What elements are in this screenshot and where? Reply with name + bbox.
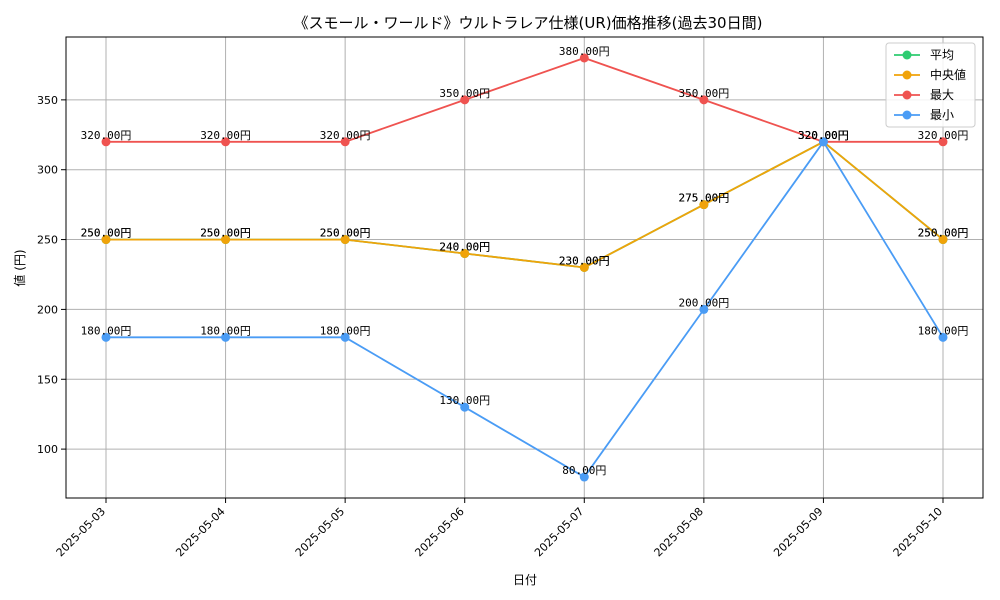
legend-entry: 中央値	[930, 67, 966, 82]
plot-frame	[65, 36, 984, 499]
series-point	[938, 137, 948, 147]
data-label: 180.00円	[320, 324, 371, 337]
data-label: 320.00円	[798, 129, 849, 142]
data-label: 180.00円	[81, 324, 132, 337]
series-point	[340, 137, 350, 147]
data-label: 200.00円	[678, 296, 729, 309]
data-label: 250.00円	[918, 227, 969, 240]
data-label: 180.00円	[200, 324, 251, 337]
x-tick-label: 2025-05-08	[652, 505, 706, 559]
series-point	[938, 332, 948, 342]
series-point	[221, 332, 231, 342]
legend-swatch-marker	[902, 50, 912, 60]
series-point	[221, 137, 231, 147]
y-tick-label: 300	[37, 164, 58, 177]
series-point	[699, 200, 709, 210]
axis-ticks: 2025-05-03 2025-05-04 2025-05-05 2025-05-06…	[37, 94, 945, 559]
series-point	[101, 332, 111, 342]
x-axis-label: 日付	[513, 573, 537, 587]
data-label: 320.00円	[798, 129, 849, 142]
grid	[66, 37, 983, 498]
legend-swatch-marker	[902, 110, 912, 120]
series-平均	[101, 137, 948, 272]
x-tick-label: 2025-05-07	[532, 505, 586, 559]
x-tick-label: 2025-05-09	[771, 505, 825, 559]
legend-swatch-marker	[902, 70, 912, 80]
series-point	[579, 472, 589, 482]
x-tick-label: 2025-05-03	[54, 505, 108, 559]
data-label: 320.00円	[798, 129, 849, 142]
x-tick-label: 2025-05-05	[293, 505, 347, 559]
data-label: 240.00円	[439, 241, 490, 254]
legend-box	[885, 42, 976, 128]
series-point	[699, 95, 709, 105]
series-point	[699, 304, 709, 314]
series-line	[106, 140, 944, 479]
series-line	[106, 140, 944, 269]
legend-entry: 最大	[930, 88, 954, 102]
series-point	[460, 249, 470, 259]
data-label: 320.00円	[81, 129, 132, 142]
y-axis-label: 値 (円)	[12, 249, 27, 286]
x-tick-label: 2025-05-06	[412, 505, 466, 559]
data-label: 320.00円	[200, 129, 251, 142]
legend-entry: 平均	[930, 48, 954, 62]
data-label: 180.00円	[918, 324, 969, 337]
data-label: 230.00円	[559, 255, 610, 268]
data-label: 320.00円	[918, 129, 969, 142]
y-tick-label: 350	[37, 94, 58, 107]
data-label: 230.00円	[559, 255, 610, 268]
series-line	[106, 57, 943, 143]
legend-entry: 最小	[930, 108, 954, 122]
data-label: 80.00円	[562, 464, 606, 477]
series-最小	[101, 137, 948, 482]
x-tick-label: 2025-05-04	[173, 505, 227, 559]
data-label: 250.00円	[918, 227, 969, 240]
series-point	[221, 235, 231, 245]
data-label: 250.00円	[200, 227, 251, 240]
series-point	[460, 402, 470, 412]
series-point	[579, 263, 589, 272]
y-tick-label: 100	[37, 443, 58, 456]
data-label: 250.00円	[200, 227, 251, 240]
data-label: 275.00円	[678, 192, 729, 205]
series-line	[106, 140, 944, 269]
chart-title: 《スモール・ワールド》ウルトラレア仕様(UR)価格推移(過去30日間)	[294, 14, 763, 32]
data-label: 320.00円	[320, 129, 371, 142]
series-point	[340, 332, 350, 342]
y-tick-label: 150	[37, 373, 58, 386]
data-label: 250.00円	[81, 227, 132, 240]
series-最大	[101, 53, 948, 147]
series-point	[101, 137, 111, 147]
data-label: 320.00円	[798, 129, 849, 142]
data-label: 350.00円	[678, 87, 729, 100]
y-tick-label: 200	[37, 303, 58, 316]
x-tick-label: 2025-05-10	[891, 505, 945, 559]
data-label: 350.00円	[439, 87, 490, 100]
series-中央値	[101, 137, 948, 272]
data-label: 250.00円	[81, 227, 132, 240]
series-point	[938, 235, 948, 245]
data-label: 250.00円	[320, 227, 371, 240]
data-label: 240.00円	[439, 241, 490, 254]
series-point	[340, 235, 350, 245]
data-label: 130.00円	[439, 394, 490, 407]
data-label: 250.00円	[320, 227, 371, 240]
series-point	[579, 53, 589, 63]
y-tick-label: 250	[37, 234, 58, 247]
data-labels: 250.00円 250.00円 250.00円 240.00円 230.00円 275.0…	[81, 45, 969, 477]
data-label: 275.00円	[678, 192, 729, 205]
series-point	[101, 235, 111, 245]
series-point	[818, 137, 828, 147]
series-point	[460, 95, 470, 105]
data-label: 380.00円	[559, 45, 610, 58]
legend-swatch-marker	[902, 90, 912, 100]
series-layer	[101, 53, 948, 482]
